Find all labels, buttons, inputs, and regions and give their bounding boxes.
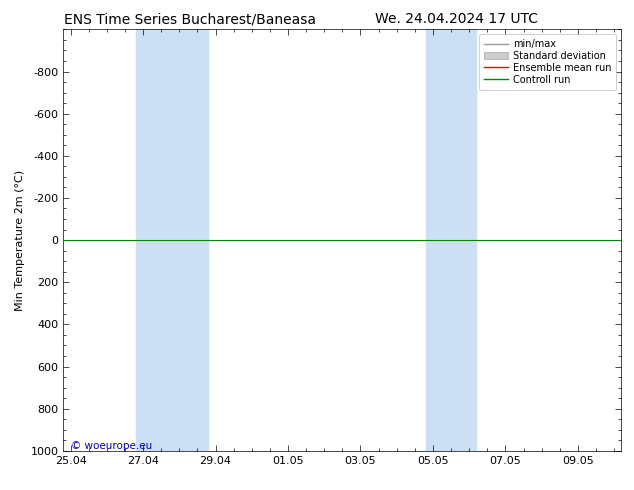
- Legend: min/max, Standard deviation, Ensemble mean run, Controll run: min/max, Standard deviation, Ensemble me…: [479, 34, 616, 90]
- Y-axis label: Min Temperature 2m (°C): Min Temperature 2m (°C): [15, 170, 25, 311]
- Text: We. 24.04.2024 17 UTC: We. 24.04.2024 17 UTC: [375, 12, 538, 26]
- Bar: [136, 29, 209, 451]
- Text: ENS Time Series Bucharest/Baneasa: ENS Time Series Bucharest/Baneasa: [64, 12, 316, 26]
- Bar: [425, 29, 476, 451]
- Text: © woeurope.eu: © woeurope.eu: [71, 441, 152, 451]
